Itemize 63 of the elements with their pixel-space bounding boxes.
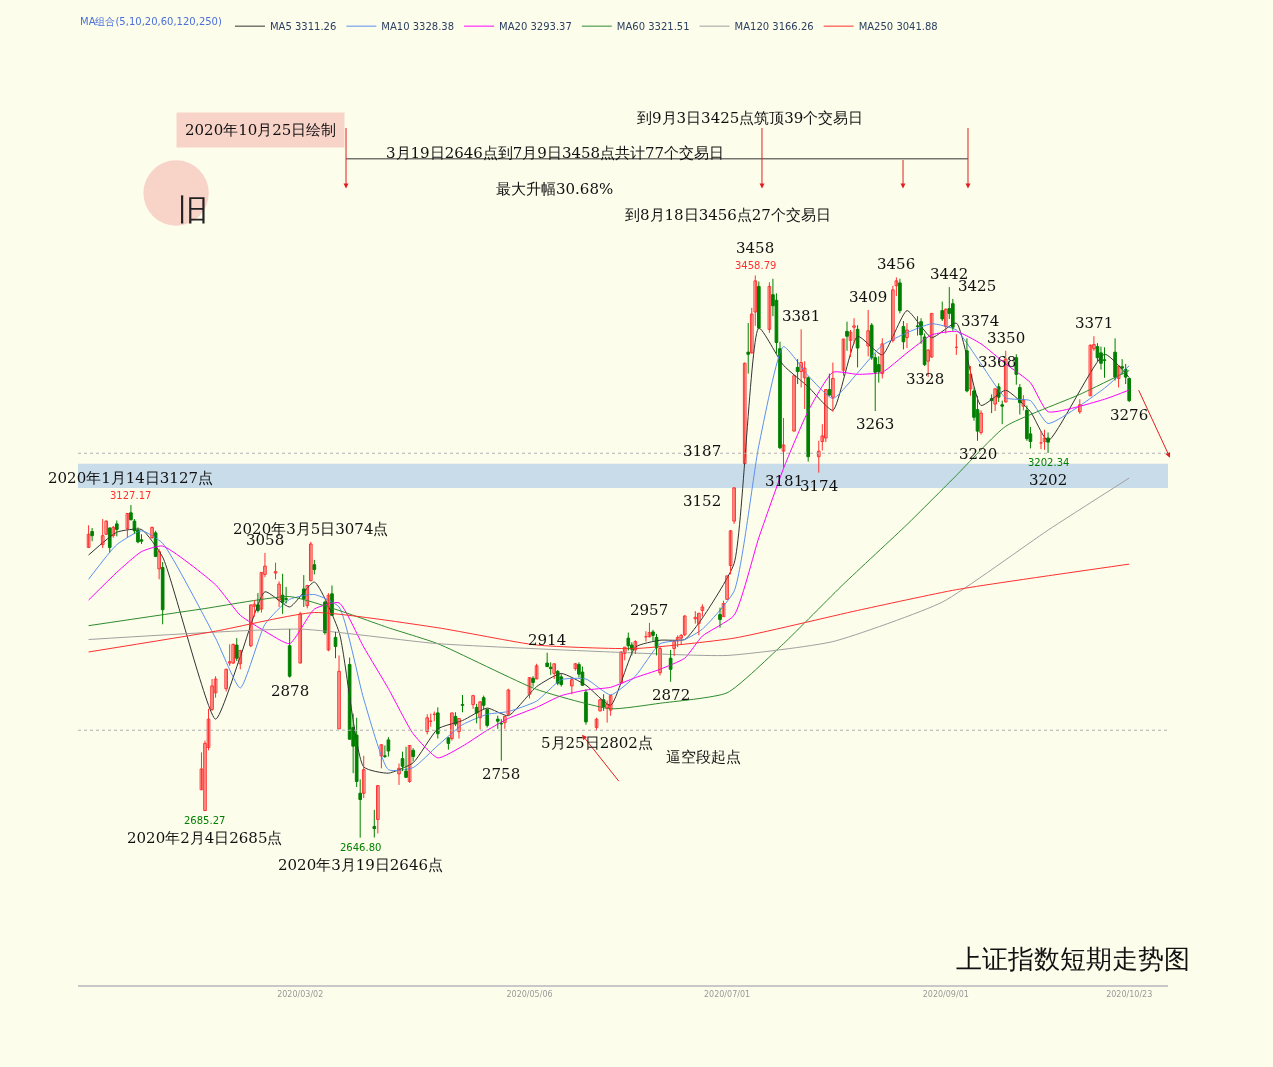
text: 到9月3日3425点筑顶39个交易日 [637,109,864,127]
text: 到8月18日3456点27个交易日 [625,206,831,224]
annotation: 2957 [630,601,669,619]
annotation: 3458.79 [735,260,777,271]
candlestick [312,559,317,575]
text: 旧 [178,192,208,227]
annotation: 2646.80 [340,842,382,853]
candlestick [499,718,504,762]
text: 2020年10月25日绘制 [185,121,337,139]
legend-label: MA120 3166.26 [734,21,814,33]
candlestick [150,526,154,539]
annotation: 2020年3月19日2646点 [278,856,443,874]
legend-label: MA5 3311.26 [269,21,337,33]
annotation: 5月25日2802点 [541,734,653,752]
annotation: 3458 [736,239,775,257]
x-tick-label: 2020/10/23 [1106,989,1153,999]
candlestick [746,322,751,375]
x-tick-label: 2020/09/01 [922,989,969,999]
annotation: 2020年1月14日3127点 [48,469,213,487]
x-tick-label: 2020/03/02 [277,989,324,999]
annotation: 3152 [683,492,722,510]
candlestick [1000,400,1005,425]
candlestick [626,632,631,652]
legend-label: MA20 3293.37 [499,21,572,33]
legend-label: MA10 3328.38 [381,21,455,33]
x-tick-label: 2020/07/01 [704,989,751,999]
annotation: 3202.34 [1028,457,1070,468]
candlestick [940,301,945,322]
annotation: 3187 [683,442,722,460]
annotation: 逼空段起点 [666,748,741,766]
text: 3月19日2646点到7月9日3458点共计77个交易日 [386,144,725,162]
annotation: 2758 [482,765,521,783]
legend-label: MA250 3041.88 [858,21,938,33]
annotation: 3409 [849,288,888,306]
annotation: 3381 [782,307,821,325]
annotation: 3328 [906,370,945,388]
candlestick [114,519,119,537]
candlestick [273,562,278,580]
annotation: 2914 [528,631,567,649]
candlestick [481,695,486,710]
text: 上证指数短期走势图 [956,944,1191,975]
annotation: 3202 [1029,471,1068,489]
legend-title: MA组合(5,10,20,60,120,250) [80,15,222,27]
annotation: 2878 [271,682,310,700]
legend-label: MA60 3321.51 [616,21,690,33]
candlestick [386,736,391,758]
candlestick [372,809,377,839]
x-tick-label: 2020/05/06 [506,989,553,999]
annotation: 3371 [1075,314,1114,332]
candlestick [573,662,578,672]
annotation: 3127.17 [110,490,152,501]
text: 最大升幅30.68% [496,180,614,198]
annotation: 3350 [987,329,1026,347]
candlestick [792,375,796,432]
annotation: 3263 [856,415,895,433]
candlestick [534,663,539,680]
annotation: 2020年2月4日2685点 [127,829,283,847]
candlestick [742,362,747,465]
annotation: 3374 [961,312,1000,330]
annotation: 3456 [877,255,916,273]
annotation: 3276 [1110,406,1149,424]
annotation: 2872 [652,686,691,704]
annotation: 2685.27 [184,815,226,826]
